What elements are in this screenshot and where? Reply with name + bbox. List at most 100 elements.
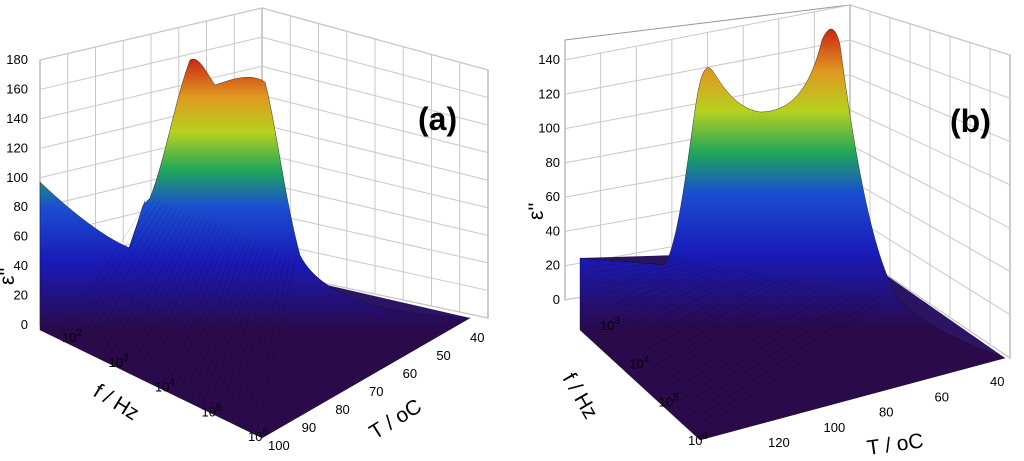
- chart-a-z-label: ε'': [0, 268, 19, 285]
- chart-a-mesh-line: [191, 236, 248, 400]
- chart-a-z-tick: 60: [14, 229, 28, 244]
- chart-b-mesh-line: [648, 278, 791, 356]
- chart-a-mesh-line: [132, 219, 204, 369]
- chart-b-y-tick: 40: [990, 374, 1004, 389]
- chart-a-mesh: [61, 197, 296, 434]
- chart-a-mesh-line: [85, 204, 168, 345]
- chart-a-mesh-line: [97, 208, 177, 351]
- chart-a-mesh-line: [120, 215, 195, 363]
- chart-b-x-tick: 106: [688, 431, 708, 448]
- chart-b-mesh-line: [638, 274, 771, 340]
- chart-a-mesh-line: [173, 231, 235, 391]
- chart-a-z-ticks: 0 20 40 60 80 100 120 140 160 180: [6, 52, 28, 332]
- chart-b-mesh-line: [690, 295, 880, 423]
- chart-a-z-tick: 20: [14, 288, 28, 303]
- chart-a-mesh-line: [102, 210, 182, 354]
- chart-a-mesh-line: [208, 242, 261, 409]
- chart-a-mesh-line: [232, 249, 279, 421]
- chart-b-mesh-line: [609, 262, 710, 294]
- chart-b-y-tick: 80: [879, 405, 893, 420]
- chart-b-x-tick: 104: [629, 354, 649, 371]
- chart-a-mesh-line: [179, 233, 239, 394]
- chart-b-mesh-line: [670, 287, 839, 392]
- chart-a-mesh-line: [214, 243, 265, 412]
- chart-a-z-tick: 120: [6, 140, 28, 155]
- chart-a-x-tick: 105: [202, 402, 222, 419]
- chart-a-x-tick: 106: [248, 427, 268, 444]
- chart-b-mesh-line: [673, 289, 846, 397]
- chart-b-y-tick: 120: [768, 435, 790, 450]
- chart-b-mesh-line: [667, 286, 832, 387]
- chart-b-z-tick: 60: [546, 189, 560, 204]
- chart-a-z-tick: 40: [14, 258, 28, 273]
- chart-a-mesh-line: [144, 222, 213, 375]
- chart-b-mesh-line: [619, 266, 730, 309]
- chart-a-y-tick: 90: [302, 420, 316, 435]
- chart-b-mesh-line: [677, 290, 853, 403]
- chart-b-mesh-line: [664, 285, 826, 382]
- chart-a-surface: [39, 58, 471, 439]
- chart-a-mesh-line: [67, 199, 155, 336]
- chart-b-z-tick: 140: [538, 52, 560, 67]
- chart-b-mesh-line: [657, 282, 812, 371]
- chart-a-mesh-line: [167, 229, 230, 388]
- chart-a-walls: [39, 7, 489, 326]
- chart-a-mesh-line: [61, 197, 151, 333]
- chart-a-y-tick: 100: [268, 438, 290, 453]
- chart-a-z-tick: 180: [6, 52, 28, 67]
- chart-b-mesh-line: [696, 298, 894, 434]
- chart-b-z-tick: 80: [546, 155, 560, 170]
- chart-b-x-label: f / Hz: [558, 369, 602, 423]
- chart-a-y-tick: 60: [403, 366, 417, 381]
- chart-a-z-tick: 160: [6, 81, 28, 96]
- chart-a-mesh-line: [126, 217, 199, 366]
- chart-b-mesh-line: [606, 261, 703, 289]
- chart-b-mesh: [589, 254, 894, 434]
- chart-a-mesh-line: [161, 227, 226, 385]
- chart-a-mesh-line: [185, 234, 243, 397]
- chart-b-mesh-line: [641, 275, 778, 346]
- chart-a-mesh-line: [138, 220, 208, 372]
- chart-b-z-label: ε'': [525, 203, 548, 220]
- chart-a-y-label: T / oC: [365, 395, 425, 445]
- chart-a-panel-label: (a): [418, 101, 457, 137]
- chart-a-z-tick: 80: [14, 199, 28, 214]
- chart-b-x-tick: 105: [659, 393, 679, 410]
- chart-a-mesh-line: [197, 238, 252, 403]
- chart-b-z-tick: 20: [546, 258, 560, 273]
- chart-a-mesh-line: [79, 203, 164, 342]
- chart-b-mesh-line: [622, 267, 737, 315]
- chart-a-z-tick: 100: [6, 170, 28, 185]
- chart-b-mesh-line: [693, 297, 887, 428]
- chart-a-mesh-line: [244, 252, 288, 427]
- chart-a-z-tick: 140: [6, 111, 28, 126]
- chart-a-mesh-line: [73, 201, 160, 339]
- chart-b-y-tick: 100: [824, 420, 846, 435]
- chart-b-mesh-line: [654, 281, 805, 366]
- chart-a-x-ticks: 102 103 104 105 106: [62, 328, 268, 444]
- chart-a-y-tick: 70: [369, 384, 383, 399]
- chart-b-y-tick: 60: [935, 389, 949, 404]
- chart-a-z-tick: 0: [21, 317, 28, 332]
- chart-b-mesh-line: [593, 256, 675, 268]
- chart-a-mesh-line: [255, 256, 296, 434]
- chart-a-mesh-line: [114, 213, 190, 360]
- chart-a-mesh-line: [202, 240, 257, 406]
- chart-b-mesh-line: [651, 279, 798, 361]
- chart-b-mesh-line: [625, 269, 744, 320]
- chart-b-mesh-line: [615, 265, 723, 304]
- chart-b-mesh-line: [596, 257, 682, 273]
- chart-b-z-tick: 120: [538, 86, 560, 101]
- chart-a-mesh-line: [226, 247, 274, 418]
- chart-b-mesh-line: [644, 277, 785, 351]
- chart-b-mesh-line: [589, 254, 669, 263]
- chart-b-mesh-line: [686, 294, 873, 418]
- chart-b-mesh-line: [680, 291, 860, 408]
- chart-b-surface: [579, 28, 1006, 441]
- chart-a-mesh-line: [238, 250, 283, 424]
- chart-a-y-tick: 50: [436, 348, 450, 363]
- chart-a-y-tick: 80: [335, 402, 349, 417]
- chart-b-mesh-line: [635, 273, 764, 335]
